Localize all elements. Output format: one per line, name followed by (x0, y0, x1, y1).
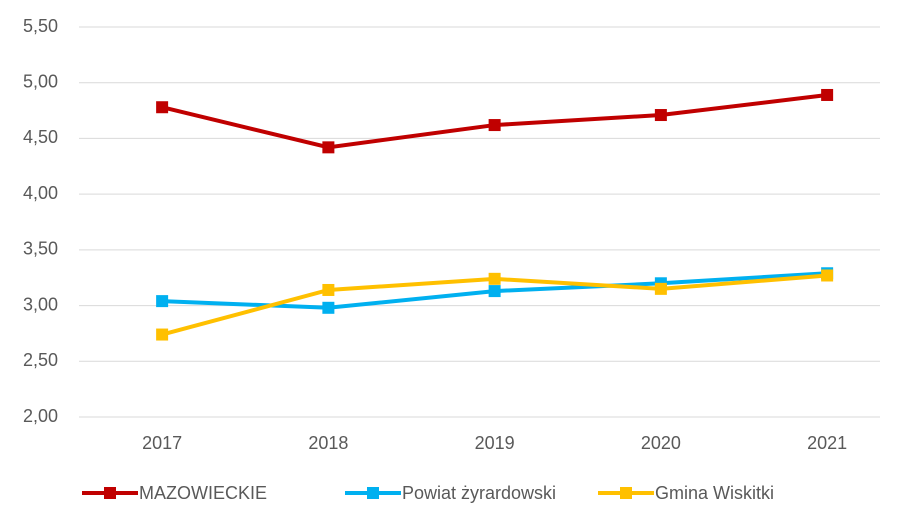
x-tick-label: 2018 (308, 433, 348, 453)
point-marker (322, 301, 335, 314)
legend-marker (620, 487, 632, 499)
point-marker (488, 285, 501, 298)
point-marker (654, 282, 667, 295)
point-marker (156, 328, 169, 341)
x-tick-label: 2021 (807, 433, 847, 453)
legend-marker (367, 487, 379, 499)
legend-label: Gmina Wiskitki (655, 483, 774, 503)
x-tick-label: 2017 (142, 433, 182, 453)
point-marker (322, 283, 335, 296)
point-marker (156, 295, 169, 308)
legend-marker (104, 487, 116, 499)
y-tick-label: 5,50 (23, 16, 58, 36)
y-tick-label: 2,50 (23, 350, 58, 370)
y-tick-label: 3,00 (23, 294, 58, 314)
y-tick-label: 4,00 (23, 183, 58, 203)
point-marker (156, 101, 169, 114)
point-marker (322, 141, 335, 154)
point-marker (821, 88, 834, 101)
legend-label: MAZOWIECKIE (139, 483, 267, 503)
y-tick-label: 3,50 (23, 239, 58, 259)
x-tick-label: 2020 (641, 433, 681, 453)
point-marker (821, 269, 834, 282)
y-tick-label: 2,00 (23, 406, 58, 426)
point-marker (654, 109, 667, 122)
point-marker (488, 272, 501, 285)
y-tick-label: 5,00 (23, 71, 58, 91)
legend-label: Powiat żyrardowski (402, 483, 556, 503)
point-marker (488, 119, 501, 132)
x-tick-label: 2019 (475, 433, 515, 453)
y-tick-label: 4,50 (23, 127, 58, 147)
